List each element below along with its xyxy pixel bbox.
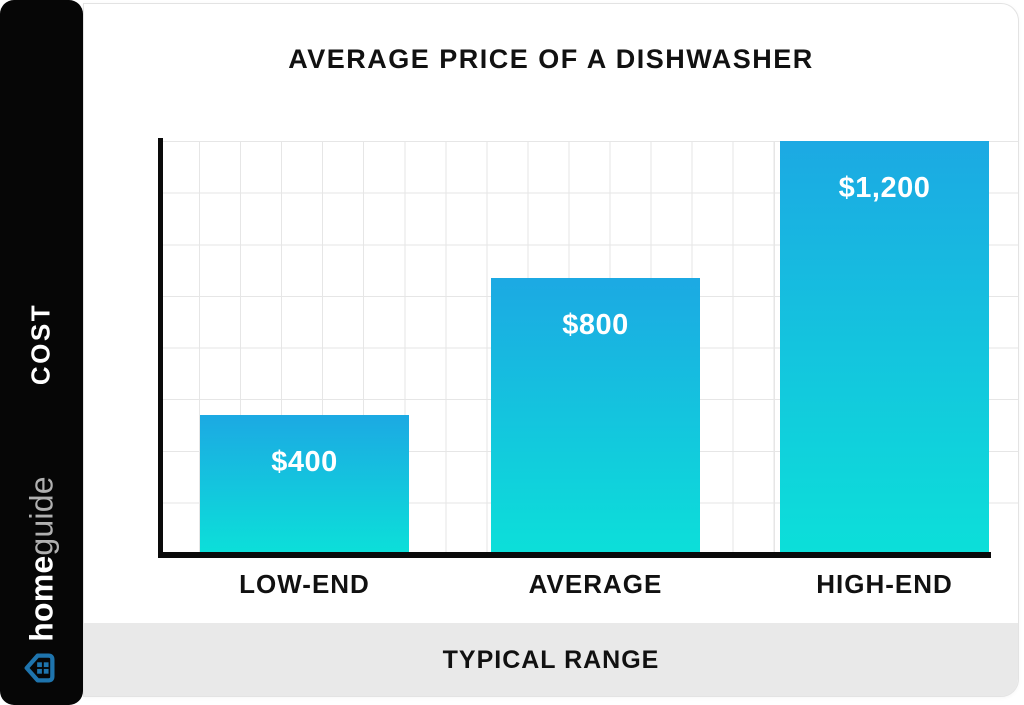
category-label-average: AVERAGE [528,569,663,599]
bar-value-low-end: $400 [271,446,338,478]
x-axis-line [158,552,991,558]
y-axis-line [158,138,163,558]
sidebar: COST homeguide [0,0,83,705]
bar-low-end: $400 [200,415,409,552]
plot-area: $400 $800 $1,200 LOW-END AVERAGE HIGH-EN… [158,141,1018,599]
bar-value-high-end: $1,200 [838,172,931,204]
category-label-high-end: HIGH-END [816,569,953,599]
chart-card: AVERAGE PRICE OF A DISHWASHER $400 $800 … [83,3,1019,697]
x-axis-group-label: TYPICAL RANGE [442,646,660,674]
chart-title: AVERAGE PRICE OF A DISHWASHER [288,44,814,74]
y-axis-label: COST [25,302,56,386]
footer-band: TYPICAL RANGE [84,623,1018,696]
brand-text-guide: guide [23,476,60,556]
category-label-low-end: LOW-END [239,569,370,599]
bar-high-end: $1,200 [780,141,989,552]
bar-average: $800 [491,278,700,552]
house-icon [21,649,59,687]
brand-logo: homeguide [24,476,61,641]
brand-text-home: home [23,555,60,642]
bar-value-average: $800 [562,309,629,341]
